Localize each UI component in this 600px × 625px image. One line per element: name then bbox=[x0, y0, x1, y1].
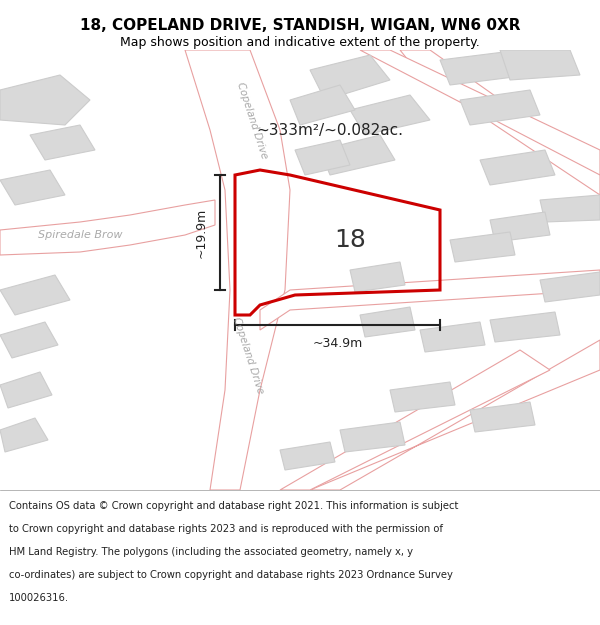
Text: ~333m²/~0.082ac.: ~333m²/~0.082ac. bbox=[257, 122, 404, 138]
Polygon shape bbox=[420, 322, 485, 352]
Polygon shape bbox=[310, 55, 390, 100]
Polygon shape bbox=[540, 272, 600, 302]
Polygon shape bbox=[290, 85, 355, 125]
Polygon shape bbox=[400, 50, 600, 195]
Text: to Crown copyright and database rights 2023 and is reproduced with the permissio: to Crown copyright and database rights 2… bbox=[9, 524, 443, 534]
Polygon shape bbox=[540, 195, 600, 222]
Polygon shape bbox=[360, 307, 415, 337]
Text: ~19.9m: ~19.9m bbox=[195, 208, 208, 258]
Polygon shape bbox=[480, 150, 555, 185]
Polygon shape bbox=[0, 322, 58, 358]
Polygon shape bbox=[0, 372, 52, 408]
Text: co-ordinates) are subject to Crown copyright and database rights 2023 Ordnance S: co-ordinates) are subject to Crown copyr… bbox=[9, 569, 453, 579]
Polygon shape bbox=[30, 125, 95, 160]
Polygon shape bbox=[0, 418, 48, 452]
Polygon shape bbox=[295, 140, 350, 175]
Polygon shape bbox=[460, 90, 540, 125]
Polygon shape bbox=[490, 212, 550, 242]
Polygon shape bbox=[440, 50, 530, 85]
Polygon shape bbox=[500, 50, 580, 80]
Polygon shape bbox=[350, 262, 405, 292]
Polygon shape bbox=[280, 442, 335, 470]
Polygon shape bbox=[340, 422, 405, 452]
Text: Copeland Drive: Copeland Drive bbox=[235, 81, 269, 159]
Text: Spiredale Brow: Spiredale Brow bbox=[38, 230, 122, 240]
Text: Contains OS data © Crown copyright and database right 2021. This information is : Contains OS data © Crown copyright and d… bbox=[9, 501, 458, 511]
Text: HM Land Registry. The polygons (including the associated geometry, namely x, y: HM Land Registry. The polygons (includin… bbox=[9, 547, 413, 557]
Polygon shape bbox=[185, 50, 290, 490]
Polygon shape bbox=[320, 135, 395, 175]
Polygon shape bbox=[360, 50, 600, 175]
Polygon shape bbox=[0, 200, 215, 255]
Text: 18: 18 bbox=[334, 228, 366, 252]
Text: Copeland Drive: Copeland Drive bbox=[231, 316, 265, 394]
Polygon shape bbox=[310, 340, 600, 490]
Text: Map shows position and indicative extent of the property.: Map shows position and indicative extent… bbox=[120, 36, 480, 49]
Polygon shape bbox=[0, 170, 65, 205]
Polygon shape bbox=[470, 402, 535, 432]
Text: 100026316.: 100026316. bbox=[9, 592, 69, 602]
Polygon shape bbox=[260, 270, 600, 330]
Polygon shape bbox=[0, 75, 90, 125]
Text: ~34.9m: ~34.9m bbox=[313, 337, 362, 350]
Polygon shape bbox=[0, 275, 70, 315]
Polygon shape bbox=[490, 312, 560, 342]
Polygon shape bbox=[390, 382, 455, 412]
Polygon shape bbox=[280, 350, 550, 490]
Text: 18, COPELAND DRIVE, STANDISH, WIGAN, WN6 0XR: 18, COPELAND DRIVE, STANDISH, WIGAN, WN6… bbox=[80, 18, 520, 33]
Polygon shape bbox=[350, 95, 430, 135]
Polygon shape bbox=[450, 232, 515, 262]
